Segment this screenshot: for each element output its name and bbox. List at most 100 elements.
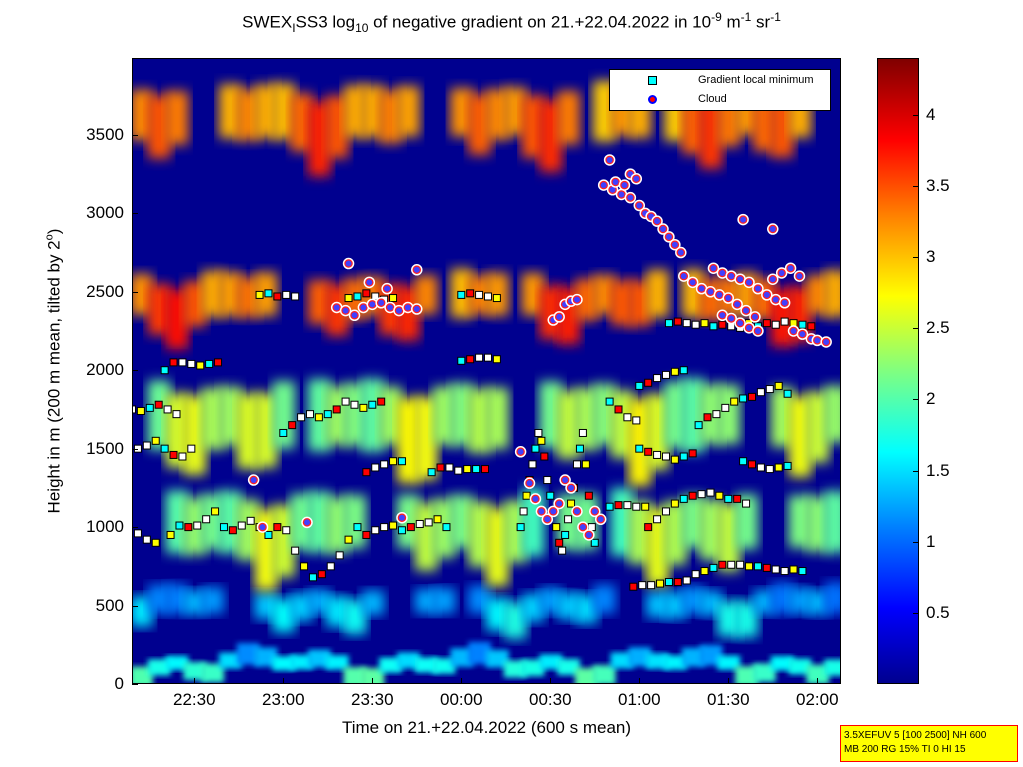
heatmap-cell — [699, 499, 723, 560]
heatmap-cell — [325, 95, 349, 159]
y-tick-mark — [132, 527, 138, 529]
cloud-point-core — [823, 338, 830, 345]
gradient-min-point — [205, 359, 214, 368]
gradient-min-point — [362, 468, 371, 477]
gradient-min-point — [730, 397, 739, 406]
gradient-min-point — [664, 319, 673, 328]
heatmap-cell — [610, 280, 634, 326]
cloud-point-core — [746, 324, 753, 331]
gradient-min-point — [733, 494, 742, 503]
heatmap-cell — [646, 591, 669, 618]
gradient-min-point — [264, 530, 273, 539]
gradient-min-point — [359, 403, 368, 412]
gradient-min-point — [415, 519, 424, 528]
heatmap-cell — [201, 587, 224, 614]
gradient-min-point — [282, 526, 291, 535]
gradient-min-point — [561, 530, 570, 539]
heatmap-cell — [396, 494, 420, 549]
heatmap-cell — [218, 652, 242, 669]
gradient-min-point — [546, 491, 555, 500]
heatmap-cell — [557, 91, 580, 145]
cloud-point-core — [366, 279, 373, 286]
y-tick-mark — [132, 213, 138, 215]
heatmap-cell — [218, 84, 242, 139]
gradient-min-point — [442, 523, 451, 532]
gradient-min-point — [151, 436, 160, 445]
gradient-min-point — [475, 353, 484, 362]
heatmap-cell — [325, 655, 349, 670]
gradient-min-point — [807, 322, 816, 331]
heatmap-cell — [201, 388, 224, 450]
cloud-point-core — [384, 285, 391, 292]
gradient-min-point — [605, 397, 614, 406]
colorbar-tick-mark — [913, 399, 919, 401]
cloud-point-core — [387, 304, 394, 311]
gradient-min-point — [679, 494, 688, 503]
cloud-point-core — [612, 178, 619, 185]
gradient-min-point — [528, 460, 537, 469]
gradient-min-point — [670, 367, 679, 376]
gradient-min-point — [656, 579, 665, 588]
y-tick-mark — [132, 448, 138, 450]
gradient-min-point — [691, 570, 700, 579]
cloud-point-core — [737, 276, 744, 283]
heatmap-cell — [432, 658, 456, 674]
heatmap-cell — [503, 602, 527, 639]
heatmap-cell — [272, 505, 296, 578]
cloud-point-core — [304, 519, 311, 526]
heatmap-cell — [132, 274, 153, 315]
gradient-min-point — [228, 526, 237, 535]
heatmap-cell — [557, 390, 580, 459]
gradient-min-point — [427, 468, 436, 477]
heatmap-cell — [414, 397, 438, 480]
heatmap-cell — [201, 663, 224, 683]
gradient-min-point — [623, 501, 632, 510]
cloud-point-core — [517, 448, 524, 455]
gradient-min-point — [132, 534, 134, 543]
gradient-min-point — [762, 563, 771, 572]
heatmap-cell — [681, 495, 705, 549]
colorbar-tick-label: 1 — [926, 531, 936, 551]
heatmap-cell — [557, 592, 580, 620]
heatmap-cell — [503, 660, 527, 678]
gradient-min-point — [641, 502, 650, 511]
y-tick-mark — [132, 291, 138, 293]
heatmap-cell — [503, 500, 527, 563]
heatmap-cell — [183, 281, 207, 327]
gradient-min-point — [543, 476, 552, 485]
colorbar-tick-mark — [913, 470, 919, 472]
gradient-min-point — [519, 507, 528, 516]
heatmap-cell — [539, 654, 563, 670]
gradient-min-point — [762, 319, 771, 328]
gradient-min-point — [661, 507, 670, 516]
heatmap-cell — [147, 95, 171, 159]
cloud-point-core — [369, 301, 376, 308]
heatmap-cell — [254, 592, 278, 620]
cloud-point-core — [600, 182, 607, 189]
heatmap-cell — [735, 494, 758, 550]
heatmap-cell — [450, 383, 474, 446]
heatmap-cell — [396, 652, 420, 669]
cloud-point-core — [573, 508, 580, 515]
gradient-min-point — [160, 366, 169, 375]
gradient-min-point — [727, 560, 736, 569]
gradient-min-point — [305, 410, 314, 419]
heatmap-cell — [183, 590, 207, 615]
heatmap-cell — [521, 659, 545, 677]
cloud-point-core — [627, 194, 634, 201]
gradient-min-point — [196, 361, 205, 370]
gradient-min-point — [406, 523, 415, 532]
heatmap-cell — [468, 94, 491, 155]
heatmap-cell — [557, 658, 580, 675]
info-line-2: MB 200 RG 15% TI 0 HI 15 — [844, 744, 966, 755]
cloud-point-core — [772, 296, 779, 303]
y-tick-label: 0 — [114, 674, 124, 693]
heatmap-cell — [290, 593, 313, 621]
cloud-point-core — [606, 156, 613, 163]
cloud-point-core — [562, 477, 569, 484]
heatmap-cell — [290, 654, 313, 670]
colorbar-tick-mark — [913, 186, 919, 188]
gradient-min-point — [584, 491, 593, 500]
cloud-point-core — [790, 327, 797, 334]
gradient-min-point — [575, 444, 584, 453]
